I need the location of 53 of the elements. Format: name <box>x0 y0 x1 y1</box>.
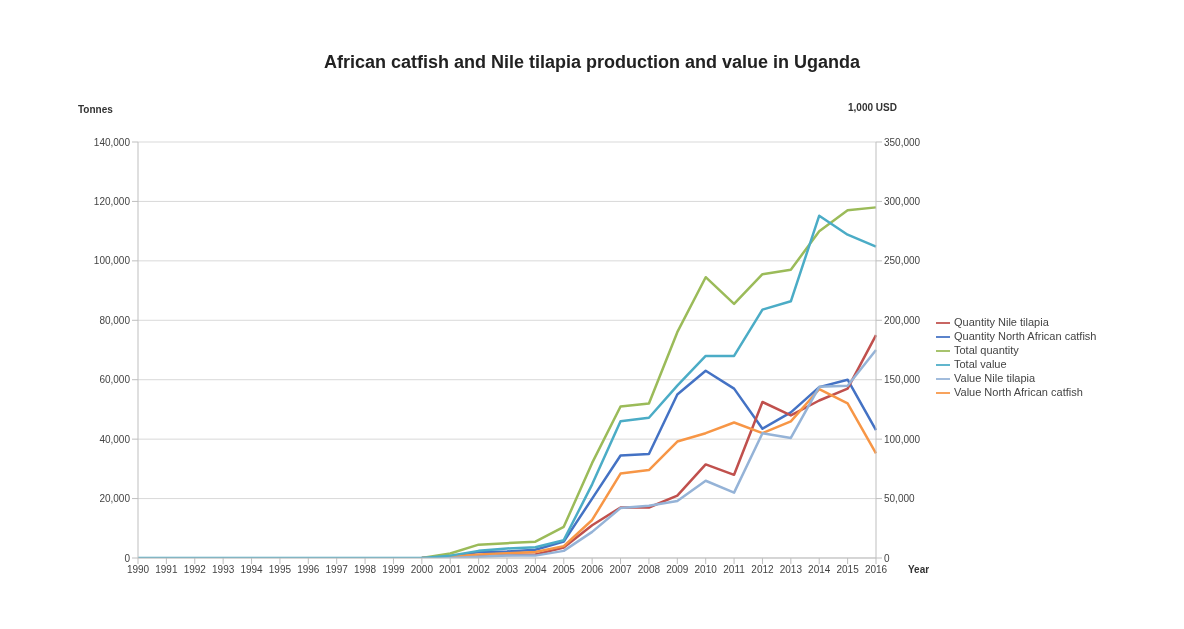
x-tick-label: 2016 <box>864 564 888 576</box>
y2-tick-label: 200,000 <box>884 314 921 326</box>
legend-label: Value North African catfish <box>954 386 1083 399</box>
x-tick-label: 1996 <box>297 564 320 576</box>
x-tick-label: 2013 <box>779 564 803 576</box>
y2-tick-label: 50,000 <box>884 493 916 505</box>
x-tick-label: 2009 <box>666 564 689 576</box>
y-tick-label: 40,000 <box>99 433 131 445</box>
x-tick-label: 1993 <box>212 564 235 576</box>
x-tick-label: 2008 <box>637 564 661 576</box>
x-tick-label: 2011 <box>723 564 746 576</box>
legend-label: Value Nile tilapia <box>954 372 1036 385</box>
y2-tick-label: 0 <box>884 552 890 564</box>
x-tick-label: 1997 <box>325 564 349 576</box>
x-tick-label: 1995 <box>268 564 292 576</box>
y2-axis-title: 1,000 USD <box>848 102 897 113</box>
legend-label: Total value <box>954 358 1007 370</box>
legend-label: Quantity Nile tilapia <box>954 315 1049 328</box>
x-tick-label: 2002 <box>467 564 491 576</box>
x-tick-label: 2005 <box>552 564 576 576</box>
x-tick-label: 2010 <box>694 564 718 576</box>
y-tick-label: 0 <box>124 552 131 564</box>
x-tick-label: 1990 <box>126 564 150 576</box>
y-tick-label: 120,000 <box>93 195 131 207</box>
x-tick-label: 2000 <box>410 564 434 576</box>
x-tick-label: 2014 <box>808 564 831 576</box>
y2-tick-label: 300,000 <box>884 195 921 207</box>
x-tick-label: 1991 <box>155 564 178 576</box>
x-tick-label: 2007 <box>609 564 633 576</box>
y-tick-label: 80,000 <box>99 314 131 326</box>
y-axis-title: Tonnes <box>78 104 113 115</box>
y-tick-label: 100,000 <box>93 255 131 267</box>
x-tick-label: 2006 <box>581 564 604 576</box>
y-tick-label: 20,000 <box>99 493 131 505</box>
x-tick-label: 1998 <box>353 564 377 576</box>
chart-title: African catfish and Nile tilapia production and value in Uganda <box>322 52 862 73</box>
x-tick-label: 2001 <box>439 564 462 576</box>
y2-tick-label: 350,000 <box>884 136 921 148</box>
x-tick-label: 2012 <box>751 564 775 576</box>
y-tick-label: 140,000 <box>93 136 131 148</box>
y2-tick-label: 250,000 <box>884 255 921 267</box>
x-axis-title: Year <box>908 564 930 575</box>
x-tick-label: 2004 <box>524 564 547 576</box>
x-tick-label: 1999 <box>382 564 406 576</box>
y-tick-label: 60,000 <box>99 374 131 386</box>
y2-tick-label: 150,000 <box>884 374 921 386</box>
x-tick-label: 2003 <box>495 564 519 576</box>
x-tick-label: 1994 <box>240 564 264 576</box>
x-tick-label: 1992 <box>183 564 207 576</box>
y2-tick-label: 100,000 <box>884 433 921 445</box>
legend-label: Total quantity <box>954 343 1019 356</box>
legend-label: Quantity North African catfish <box>954 329 1097 342</box>
x-tick-label: 2015 <box>836 564 860 576</box>
